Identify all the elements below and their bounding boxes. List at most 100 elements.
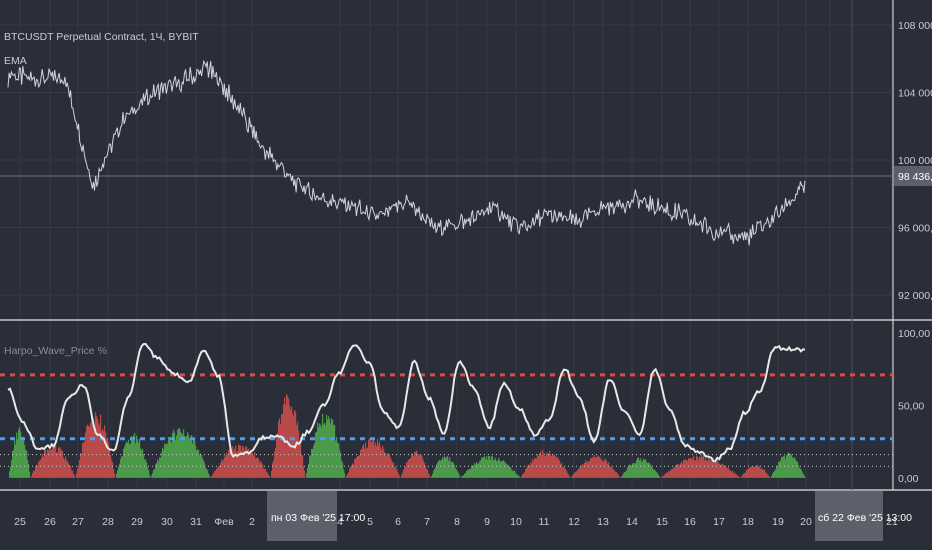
volume-bar — [354, 459, 356, 478]
volume-bar — [184, 435, 186, 478]
volume-bar — [181, 433, 183, 478]
time-tick-label: 26 — [44, 516, 56, 528]
volume-bar — [739, 476, 741, 478]
volume-bar — [385, 453, 387, 478]
volume-bar — [198, 449, 200, 478]
price-label: 98 436,9 — [898, 171, 932, 183]
volume-bar — [133, 435, 135, 478]
volume-bar — [726, 467, 728, 478]
volume-bar — [315, 432, 317, 478]
crosshair-time-box-left — [267, 491, 337, 541]
volume-bar — [128, 439, 130, 478]
volume-bar — [442, 457, 444, 478]
volume-bar — [706, 460, 708, 478]
volume-bar — [413, 455, 415, 478]
volume-bar — [580, 465, 582, 478]
volume-bar — [792, 457, 794, 478]
volume-bar — [294, 410, 296, 478]
volume-bar — [721, 464, 723, 478]
volume-bar — [13, 449, 15, 478]
price-axis[interactable]: 108 000,0 104 000,0 100 000,0 96 000,0 92 00… — [898, 20, 932, 302]
volume-bar — [637, 457, 639, 478]
volume-bar — [632, 463, 634, 478]
volume-bar — [705, 455, 707, 478]
volume-bar — [175, 439, 177, 478]
volume-bar — [590, 458, 592, 478]
volume-bar — [207, 470, 209, 478]
volume-bar — [135, 443, 137, 478]
volume-bar — [226, 452, 228, 478]
volume-bar — [197, 449, 199, 478]
volume-bar — [366, 448, 368, 478]
volume-bar — [156, 463, 158, 478]
volume-bar — [517, 475, 519, 478]
volume-bar — [255, 458, 257, 478]
volume-bar — [489, 456, 491, 478]
volume-bar — [100, 414, 102, 478]
volume-bar — [102, 428, 104, 478]
volume-bar — [760, 468, 762, 478]
volume-bar — [586, 462, 588, 478]
volume-bar — [177, 429, 179, 478]
volume-bar — [106, 438, 108, 478]
main-legend-title[interactable]: BTCUSDT Perpetual Contract, 1Ч, BYBIT — [4, 31, 199, 43]
volume-bar — [689, 458, 691, 478]
time-tick-label: 29 — [131, 516, 143, 528]
volume-bar — [342, 463, 344, 478]
volume-bar — [396, 468, 398, 478]
volume-bar — [465, 472, 467, 478]
volume-bar — [443, 458, 445, 478]
volume-bar — [759, 465, 761, 478]
volume-bar — [98, 423, 100, 478]
volume-bar — [391, 460, 393, 478]
volume-bar — [82, 443, 84, 478]
volume-bar — [12, 451, 14, 478]
volume-bar — [116, 473, 118, 478]
volume-bar — [495, 457, 497, 478]
volume-bar — [730, 470, 732, 478]
wave-tick-label: 100,00 — [898, 328, 930, 340]
volume-bar — [702, 457, 704, 478]
wave-axis[interactable]: 100,00 50,00 0,00 — [898, 328, 930, 485]
volume-bar — [445, 457, 447, 478]
volume-bar — [417, 453, 419, 478]
volume-bar — [772, 473, 774, 478]
volume-bar — [581, 465, 583, 478]
volume-bar — [527, 465, 529, 478]
volume-bar — [142, 448, 144, 478]
volume-bar — [450, 461, 452, 478]
volume-bar — [393, 462, 395, 478]
volume-bar — [117, 470, 119, 478]
volume-bar — [361, 449, 363, 478]
volume-bar — [425, 466, 427, 478]
volume-bar — [538, 455, 540, 478]
volume-bar — [122, 456, 124, 478]
volume-bar — [750, 466, 752, 478]
volume-bar — [81, 453, 83, 478]
volume-bar — [80, 453, 82, 478]
volume-bar — [93, 424, 95, 478]
volume-bar — [134, 432, 136, 478]
volume-bar — [422, 457, 424, 478]
volume-bar — [545, 455, 547, 478]
volume-bar — [593, 457, 595, 478]
volume-bar — [314, 443, 316, 478]
volume-bar — [321, 427, 323, 478]
volume-bar — [784, 455, 786, 478]
price-tick-label: 100 000,0 — [898, 155, 932, 167]
volume-bar — [291, 406, 293, 478]
volume-bar — [11, 460, 13, 478]
volume-bar — [359, 455, 361, 478]
volume-bar — [91, 412, 93, 478]
volume-bar — [592, 456, 594, 478]
volume-bar — [227, 454, 229, 478]
time-tick-label: Фев — [214, 516, 234, 528]
main-legend-ema[interactable]: EMA — [4, 55, 27, 67]
volume-bar — [432, 474, 434, 478]
volume-bar — [60, 448, 62, 478]
volume-bar — [217, 467, 219, 478]
volume-bar — [709, 458, 711, 478]
sub-legend-title[interactable]: Harpo_Wave_Price % — [4, 345, 107, 357]
time-axis[interactable]: 25 26 27 28 29 30 31 Фев 2 4 5 6 7 8 9 10 11 12 13 14 15 16 17… — [14, 516, 898, 528]
